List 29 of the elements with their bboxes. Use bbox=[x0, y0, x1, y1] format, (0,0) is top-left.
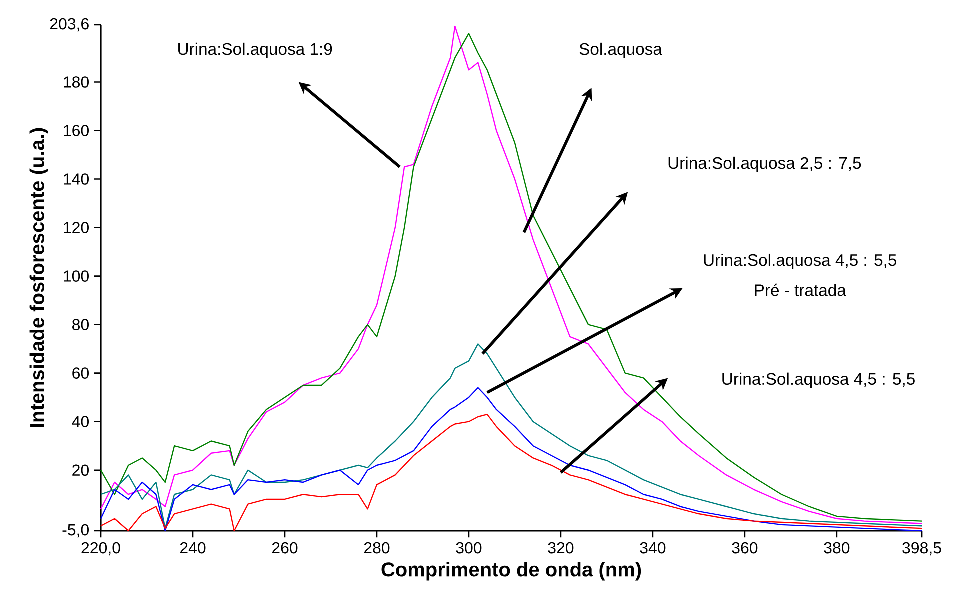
y-tick-label: 40 bbox=[72, 416, 90, 428]
x-axis-title: Comprimento de onda (nm) bbox=[382, 562, 642, 581]
y-tick-label: 60 bbox=[72, 368, 90, 379]
y-tick-label: 100 bbox=[64, 270, 89, 282]
annotation: Sol.aquosa bbox=[580, 42, 662, 58]
x-tick-label: 380 bbox=[824, 542, 850, 554]
y-tick-label: 140 bbox=[64, 174, 89, 185]
x-tick-label: 240 bbox=[180, 542, 206, 554]
x-tick-label: 360 bbox=[732, 542, 758, 554]
annotation: Urina:Sol.aquosa 2,5 : 7,5 bbox=[668, 156, 862, 172]
y-axis-title: Intensidade fosforescente (u.a.) bbox=[30, 128, 48, 428]
annotation: Urina:Sol.aquosa 4,5 : 5,5 bbox=[704, 254, 897, 270]
y-tick-label: 160 bbox=[64, 125, 89, 136]
annotation: Pré - tratada bbox=[755, 284, 846, 296]
y-tick-label: 203,6 bbox=[50, 18, 89, 32]
x-tick-label: 280 bbox=[364, 542, 390, 554]
y-tick-label: 120 bbox=[64, 222, 89, 234]
y-tick-label: 80 bbox=[72, 319, 90, 330]
x-tick-label: 220,0 bbox=[82, 542, 120, 556]
x-tick-label: 300 bbox=[456, 542, 482, 554]
x-tick-label: 340 bbox=[640, 542, 666, 554]
annotation: Urina:Sol.aquosa 4,5 : 5,5 bbox=[722, 372, 915, 388]
y-tick-label: 20 bbox=[72, 464, 90, 476]
y-tick-label: -5,0 bbox=[62, 524, 90, 538]
x-tick-label: 320 bbox=[548, 542, 574, 554]
x-tick-label: 260 bbox=[272, 542, 298, 554]
x-tick-label: 398,5 bbox=[902, 542, 942, 556]
y-tick-label: 180 bbox=[64, 76, 89, 88]
annotation: Urina:Sol.aquosa 1:9 bbox=[178, 42, 332, 58]
